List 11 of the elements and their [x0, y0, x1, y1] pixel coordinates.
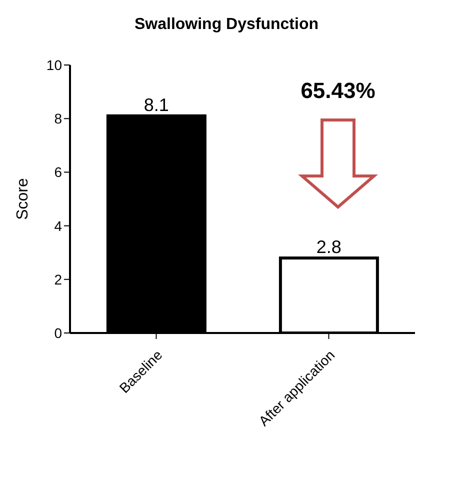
chart-title: Swallowing Dysfunction — [133, 16, 320, 34]
y-tick-label: 10 — [46, 56, 62, 73]
annotation: 65.43% — [300, 78, 376, 104]
y-tick-label: 0 — [54, 324, 62, 341]
data-label: 2.8 — [316, 236, 342, 257]
data-label: 8.1 — [144, 94, 169, 115]
y-tick-label: 4 — [54, 218, 62, 234]
y-axis-title: Score — [14, 178, 32, 220]
y-tick-label: 2 — [54, 271, 62, 288]
y-tick-label: 8 — [54, 110, 62, 127]
y-tick-label: 6 — [54, 164, 62, 180]
